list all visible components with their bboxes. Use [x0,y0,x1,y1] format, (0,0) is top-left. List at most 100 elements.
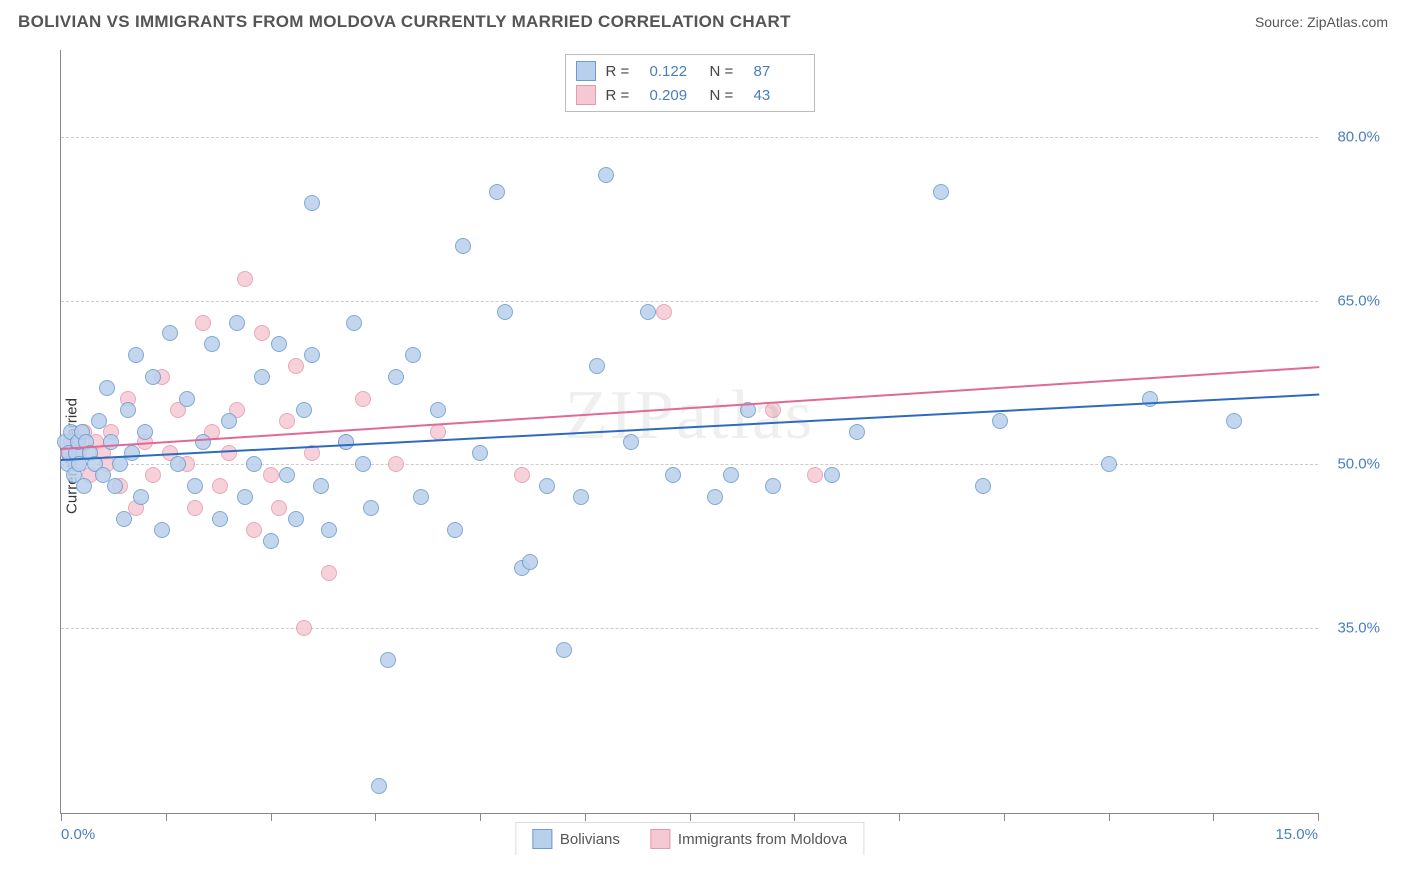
x-tick [690,813,691,821]
scatter-point [405,347,421,363]
scatter-point [254,325,270,341]
scatter-point [346,315,362,331]
gridline [61,137,1318,138]
x-tick [480,813,481,821]
scatter-point [380,652,396,668]
scatter-point [195,315,211,331]
chart-source: Source: ZipAtlas.com [1255,14,1388,30]
x-tick [1318,813,1319,821]
scatter-point [765,402,781,418]
scatter-point [992,413,1008,429]
scatter-point [116,511,132,527]
stats-row: R = 0.209 N = 43 [576,83,804,107]
scatter-point [371,778,387,794]
chart-area: Currently Married ZIPatlas R =0.122N =87… [18,50,1388,862]
scatter-point [640,304,656,320]
x-tick [794,813,795,821]
scatter-point [807,467,823,483]
scatter-point [145,369,161,385]
scatter-point [1101,456,1117,472]
scatter-point [313,478,329,494]
r-label: R = [606,63,640,80]
scatter-point [91,413,107,429]
scatter-point [589,358,605,374]
scatter-point [229,315,245,331]
scatter-point [489,184,505,200]
r-value: 0.209 [650,87,700,104]
scatter-point [133,489,149,505]
n-label: N = [710,87,744,104]
scatter-point [363,500,379,516]
scatter-point [304,195,320,211]
x-tick [585,813,586,821]
scatter-point [497,304,513,320]
legend-swatch [532,829,552,849]
scatter-point [271,336,287,352]
legend-label: Immigrants from Moldova [678,831,847,848]
x-tick [166,813,167,821]
scatter-point [430,424,446,440]
scatter-point [103,434,119,450]
scatter-point [154,522,170,538]
legend-swatch [650,829,670,849]
scatter-point [246,456,262,472]
scatter-point [221,445,237,461]
y-tick-label: 50.0% [1337,456,1380,473]
scatter-point [179,391,195,407]
scatter-point [170,456,186,472]
x-tick [271,813,272,821]
r-label: R = [606,87,640,104]
scatter-point [388,456,404,472]
scatter-plot: ZIPatlas R =0.122N =87R =0.209N =43 Boli… [60,50,1318,814]
n-label: N = [710,63,744,80]
chart-header: BOLIVIAN VS IMMIGRANTS FROM MOLDOVA CURR… [0,0,1406,40]
x-tick [899,813,900,821]
scatter-point [413,489,429,505]
scatter-point [120,402,136,418]
scatter-point [472,445,488,461]
scatter-point [304,347,320,363]
x-tick [1213,813,1214,821]
scatter-point [99,380,115,396]
scatter-point [221,413,237,429]
n-value: 87 [754,63,804,80]
scatter-point [187,478,203,494]
scatter-point [849,424,865,440]
legend-item: Immigrants from Moldova [650,829,847,849]
scatter-point [212,511,228,527]
r-value: 0.122 [650,63,700,80]
scatter-point [556,642,572,658]
scatter-point [288,511,304,527]
legend-item: Bolivians [532,829,620,849]
gridline [61,628,1318,629]
scatter-point [288,358,304,374]
scatter-point [824,467,840,483]
x-tick [1109,813,1110,821]
scatter-point [76,478,92,494]
scatter-point [707,489,723,505]
y-tick-label: 80.0% [1337,129,1380,146]
trend-line [61,367,1319,451]
scatter-point [656,304,672,320]
scatter-point [162,325,178,341]
scatter-point [514,467,530,483]
scatter-point [296,620,312,636]
gridline [61,301,1318,302]
scatter-point [522,554,538,570]
chart-title: BOLIVIAN VS IMMIGRANTS FROM MOLDOVA CURR… [18,12,791,32]
scatter-point [388,369,404,385]
scatter-point [107,478,123,494]
scatter-point [195,434,211,450]
scatter-point [279,413,295,429]
scatter-point [338,434,354,450]
legend-swatch [576,61,596,81]
scatter-point [271,500,287,516]
scatter-point [665,467,681,483]
x-tick-label: 0.0% [61,826,95,843]
scatter-point [263,533,279,549]
n-value: 43 [754,87,804,104]
scatter-point [321,565,337,581]
legend-label: Bolivians [560,831,620,848]
scatter-point [254,369,270,385]
scatter-point [212,478,228,494]
